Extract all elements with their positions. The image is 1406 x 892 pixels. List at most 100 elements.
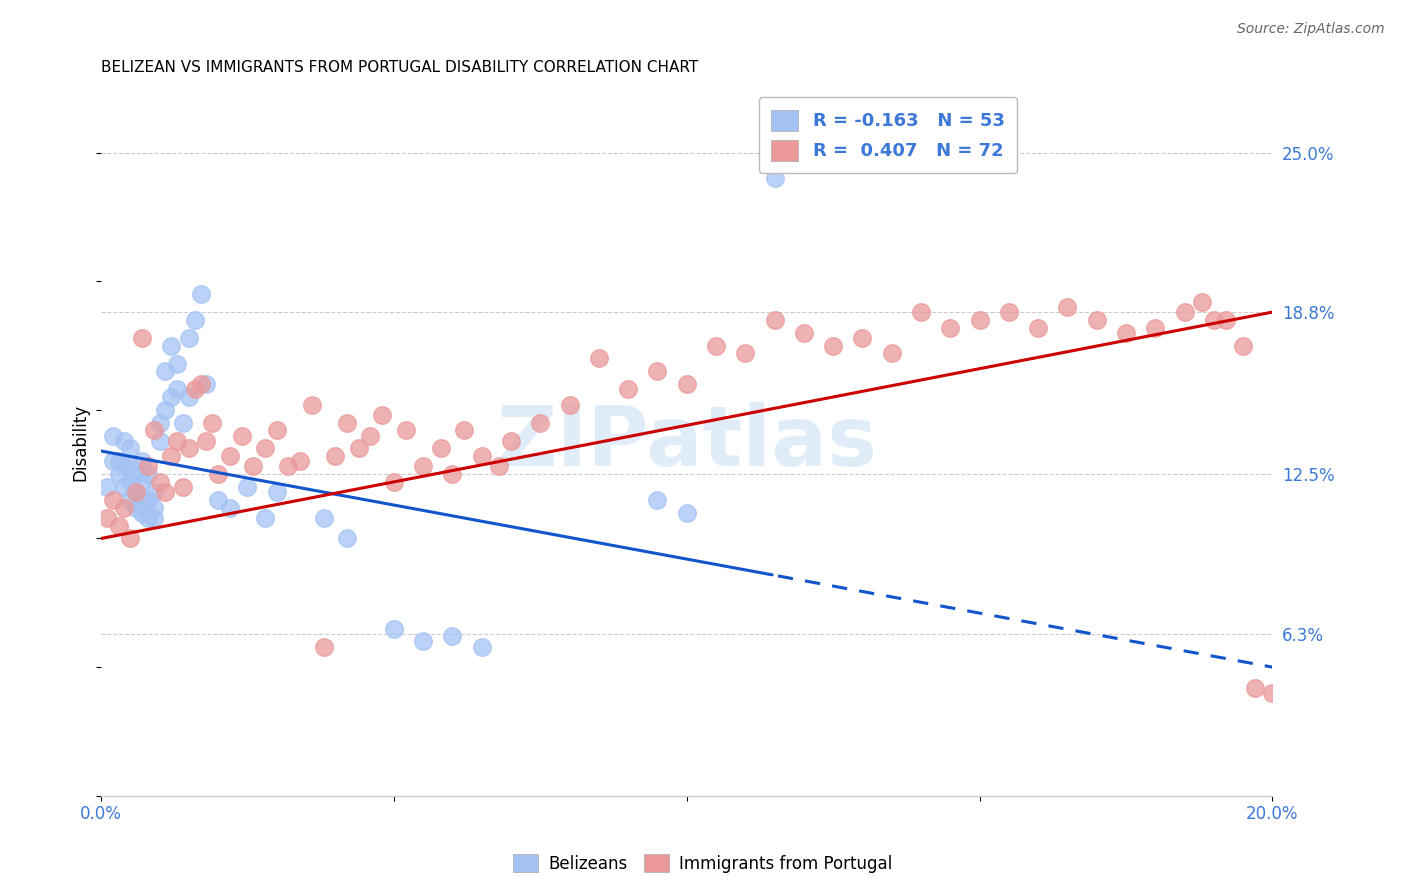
Point — [207, 467, 229, 482]
Point — [336, 532, 359, 546]
Point — [382, 475, 405, 489]
Point — [114, 500, 136, 515]
Point — [823, 338, 845, 352]
Point — [359, 428, 381, 442]
Point — [120, 442, 142, 456]
Point — [412, 459, 434, 474]
Point — [114, 480, 136, 494]
Point — [219, 449, 242, 463]
Point — [288, 454, 311, 468]
Title: BELIZEAN VS IMMIGRANTS FROM PORTUGAL DISABILITY CORRELATION CHART: BELIZEAN VS IMMIGRANTS FROM PORTUGAL DIS… — [101, 60, 699, 75]
Point — [998, 305, 1021, 319]
Point — [142, 511, 165, 525]
Point — [166, 434, 188, 448]
Point — [131, 506, 153, 520]
Point — [312, 640, 335, 654]
Point — [1085, 313, 1108, 327]
Point — [336, 416, 359, 430]
Point — [441, 467, 464, 482]
Point — [219, 500, 242, 515]
Point — [114, 434, 136, 448]
Point — [488, 459, 510, 474]
Point — [125, 467, 148, 482]
Point — [177, 442, 200, 456]
Point — [155, 402, 177, 417]
Point — [142, 424, 165, 438]
Legend: Belizeans, Immigrants from Portugal: Belizeans, Immigrants from Portugal — [506, 847, 900, 880]
Point — [441, 629, 464, 643]
Point — [1144, 320, 1167, 334]
Point — [558, 398, 581, 412]
Point — [1115, 326, 1137, 340]
Text: Source: ZipAtlas.com: Source: ZipAtlas.com — [1237, 22, 1385, 37]
Point — [125, 500, 148, 515]
Point — [588, 351, 610, 366]
Point — [529, 416, 551, 430]
Point — [880, 346, 903, 360]
Point — [453, 424, 475, 438]
Point — [160, 390, 183, 404]
Point — [301, 398, 323, 412]
Point — [1202, 313, 1225, 327]
Point — [207, 492, 229, 507]
Point — [96, 480, 118, 494]
Point — [429, 442, 451, 456]
Point — [166, 357, 188, 371]
Point — [242, 459, 264, 474]
Point — [131, 331, 153, 345]
Point — [107, 518, 129, 533]
Point — [155, 485, 177, 500]
Point — [125, 485, 148, 500]
Y-axis label: Disability: Disability — [72, 403, 89, 481]
Point — [382, 622, 405, 636]
Point — [371, 408, 394, 422]
Point — [172, 480, 194, 494]
Point — [793, 326, 815, 340]
Point — [647, 492, 669, 507]
Point — [1232, 338, 1254, 352]
Point — [177, 331, 200, 345]
Point — [125, 485, 148, 500]
Point — [177, 390, 200, 404]
Point — [412, 634, 434, 648]
Point — [471, 449, 494, 463]
Point — [254, 442, 277, 456]
Point — [142, 500, 165, 515]
Point — [101, 492, 124, 507]
Point — [277, 459, 299, 474]
Point — [647, 364, 669, 378]
Point — [763, 313, 786, 327]
Point — [149, 434, 172, 448]
Point — [120, 475, 142, 489]
Point — [107, 467, 129, 482]
Point — [1191, 294, 1213, 309]
Point — [107, 454, 129, 468]
Legend: R = -0.163   N = 53, R =  0.407   N = 72: R = -0.163 N = 53, R = 0.407 N = 72 — [759, 97, 1018, 173]
Point — [160, 449, 183, 463]
Point — [96, 511, 118, 525]
Point — [101, 428, 124, 442]
Point — [617, 382, 640, 396]
Point — [969, 313, 991, 327]
Point — [136, 511, 159, 525]
Point — [201, 416, 224, 430]
Point — [190, 287, 212, 301]
Point — [149, 416, 172, 430]
Point — [136, 467, 159, 482]
Point — [266, 485, 288, 500]
Point — [166, 382, 188, 396]
Point — [131, 475, 153, 489]
Point — [136, 492, 159, 507]
Point — [160, 338, 183, 352]
Point — [394, 424, 416, 438]
Point — [675, 506, 697, 520]
Point — [131, 454, 153, 468]
Point — [136, 459, 159, 474]
Point — [120, 492, 142, 507]
Point — [184, 382, 207, 396]
Point — [347, 442, 370, 456]
Point — [471, 640, 494, 654]
Point — [323, 449, 346, 463]
Point — [704, 338, 727, 352]
Point — [851, 331, 873, 345]
